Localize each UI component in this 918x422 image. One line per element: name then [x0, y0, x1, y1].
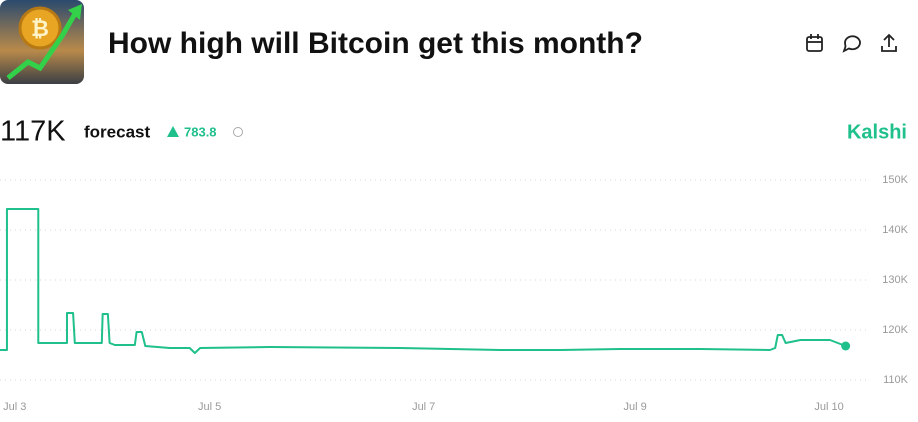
x-tick-label: Jul 3 — [3, 401, 26, 413]
x-tick-label: Jul 10 — [814, 401, 843, 413]
end-point — [841, 341, 851, 351]
y-tick-label: 150K — [882, 174, 908, 186]
market-icon: ₿ — [0, 0, 84, 84]
info-icon[interactable] — [233, 127, 243, 137]
share-button[interactable] — [881, 33, 897, 52]
y-tick-label: 130K — [882, 274, 908, 286]
line — [0, 208, 846, 354]
x-tick-label: Jul 7 — [412, 401, 435, 413]
y-tick-label: 110K — [883, 374, 909, 386]
title: How high will Bitcoin get this month? — [108, 27, 643, 60]
forecast-change: 783.8 — [184, 124, 217, 139]
calendar-button[interactable] — [806, 34, 823, 52]
brand: Kalshi — [847, 121, 907, 143]
x-tick-label: Jul 9 — [623, 401, 646, 413]
y-tick-label: 120K — [882, 324, 908, 336]
svg-text:₿: ₿ — [31, 16, 49, 41]
up-arrow — [167, 126, 179, 137]
comment-button[interactable] — [842, 35, 861, 53]
y-tick-label: 140K — [882, 224, 908, 236]
forecast-label: forecast — [84, 122, 150, 141]
x-tick-label: Jul 5 — [198, 401, 221, 413]
forecast-value: 117K — [0, 116, 66, 148]
